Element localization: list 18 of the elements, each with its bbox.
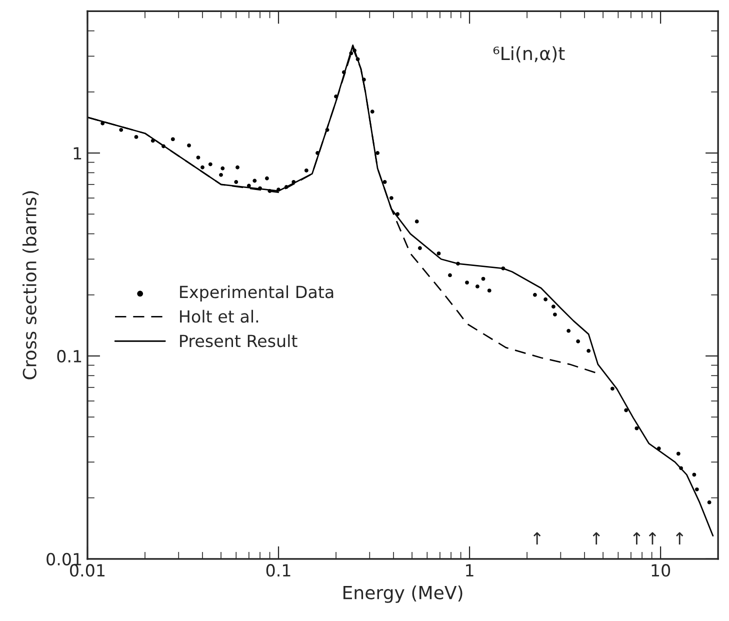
annotation: ↑	[534, 532, 541, 544]
annotation: ↑	[592, 532, 600, 544]
y-tick-label: 1	[74, 147, 82, 160]
annotation: ↑	[648, 532, 656, 544]
x-tick-label: 10	[652, 564, 670, 577]
legend-label: Present Result	[180, 334, 298, 348]
x-tick-label: 0.1	[266, 564, 290, 577]
y-tick-label: 0.1	[57, 350, 82, 363]
legend-label: Experimental Data	[180, 285, 334, 302]
y-axis-title: Cross section (barns)	[22, 191, 39, 380]
x-tick-label: 0.01	[70, 564, 104, 577]
annotation: ↑	[633, 532, 640, 544]
x-tick-label: 1	[466, 564, 474, 576]
y-tick-label: 0.01	[46, 552, 82, 566]
x-axis-title: Energy (MeV)	[344, 585, 462, 603]
annotation: ↑	[676, 532, 684, 544]
legend-label: Holt et al.	[180, 310, 258, 323]
annotation: ⁶Li(n,α)t	[493, 46, 565, 62]
